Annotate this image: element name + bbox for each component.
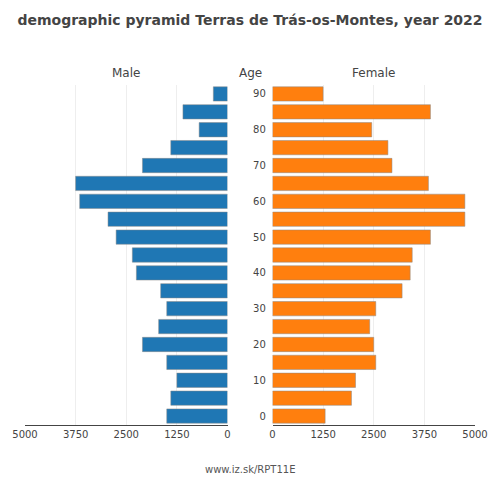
- svg-text:0: 0: [224, 429, 230, 440]
- svg-text:demographic pyramid Terras de: demographic pyramid Terras de Trás-os-Mo…: [17, 12, 482, 28]
- svg-text:20: 20: [253, 339, 266, 350]
- svg-text:80: 80: [253, 124, 266, 135]
- svg-text:10: 10: [253, 375, 266, 386]
- svg-text:Female: Female: [352, 66, 395, 80]
- svg-text:90: 90: [253, 88, 266, 99]
- svg-text:30: 30: [253, 303, 266, 314]
- svg-text:70: 70: [253, 160, 266, 171]
- svg-text:0: 0: [269, 429, 275, 440]
- svg-text:1250: 1250: [310, 429, 335, 440]
- svg-text:60: 60: [253, 196, 266, 207]
- svg-text:50: 50: [253, 232, 266, 243]
- svg-text:Male: Male: [112, 66, 140, 80]
- svg-text:5000: 5000: [12, 429, 37, 440]
- svg-text:3750: 3750: [412, 429, 437, 440]
- svg-text:0: 0: [259, 411, 265, 422]
- svg-text:2500: 2500: [114, 429, 139, 440]
- svg-text:5000: 5000: [462, 429, 487, 440]
- svg-text:www.iz.sk/RPT11E: www.iz.sk/RPT11E: [205, 464, 296, 475]
- svg-text:2500: 2500: [361, 429, 386, 440]
- svg-text:Age: Age: [239, 66, 262, 80]
- svg-text:1250: 1250: [164, 429, 189, 440]
- svg-text:3750: 3750: [63, 429, 88, 440]
- svg-text:40: 40: [253, 267, 266, 278]
